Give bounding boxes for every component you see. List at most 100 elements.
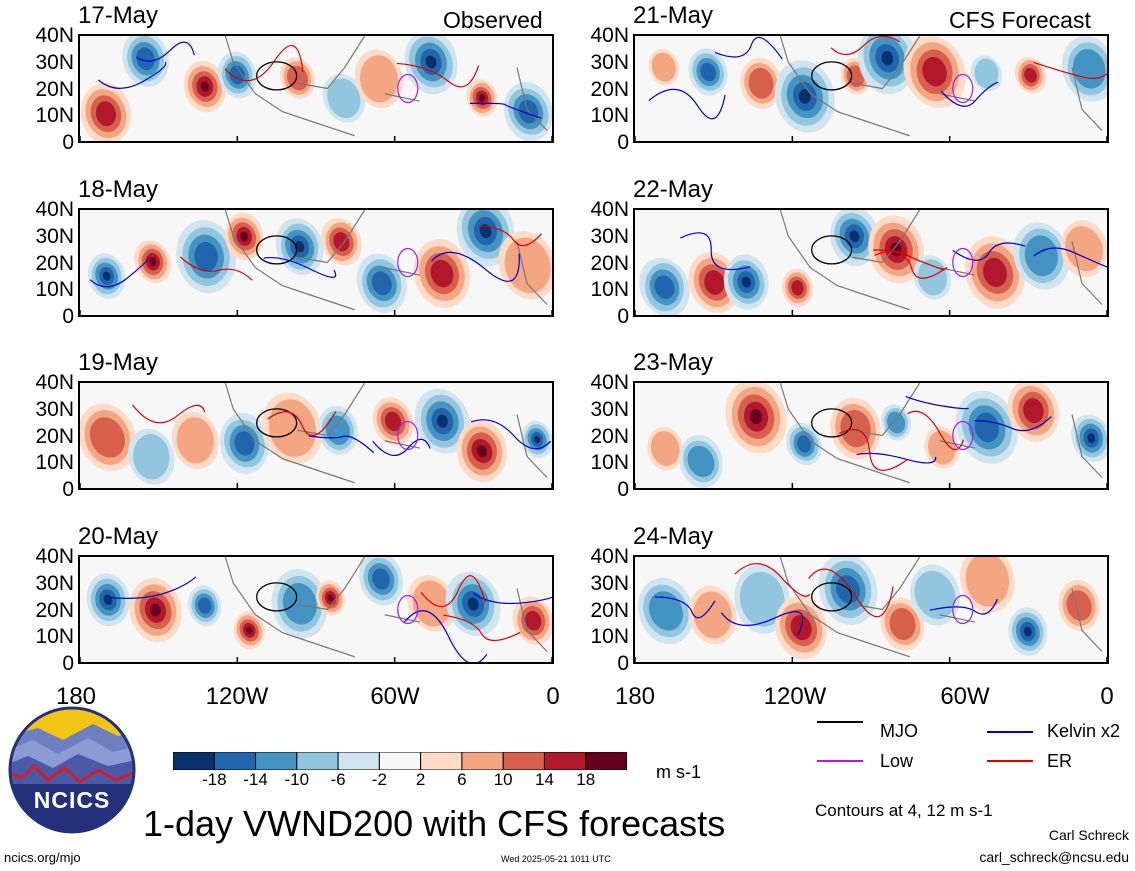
forecast-column-title: CFS Forecast xyxy=(949,7,1091,33)
y-tick-23-may-2: 20N xyxy=(590,424,629,448)
y-tick-24-may-3: 10N xyxy=(590,625,629,649)
y-tick-23-may-1: 30N xyxy=(590,397,629,421)
y-tick-22-may-1: 30N xyxy=(590,224,629,248)
map-panel-18-may xyxy=(78,208,554,317)
legend-line-mjo xyxy=(817,721,863,723)
y-tick-20-may-1: 30N xyxy=(35,571,74,595)
colorbar-swatch xyxy=(420,751,463,771)
y-tick-24-may-0: 40N xyxy=(590,545,629,568)
x-tick-left-60w: 60W xyxy=(370,683,420,710)
wind-field-21-may xyxy=(635,36,1107,141)
colorbar xyxy=(172,751,628,775)
colorbar-swatch xyxy=(213,751,257,771)
colorbar-swatch xyxy=(585,751,628,771)
colorbar-level-label: 14 xyxy=(534,770,554,789)
ncics-logo: NCICS xyxy=(8,706,136,834)
y-tick-24-may-1: 30N xyxy=(590,571,629,595)
wind-field-23-may xyxy=(635,383,1107,488)
x-tick-left-180: 180 xyxy=(55,683,97,710)
map-panel-17-may xyxy=(78,34,554,143)
map-panel-24-may xyxy=(633,555,1109,664)
legend-line-er xyxy=(987,760,1033,762)
x-tick-left-120w: 120W xyxy=(205,683,269,710)
panel-date-17-may: 17-May xyxy=(78,2,159,29)
panel-date-19-may: 19-May xyxy=(78,349,159,376)
legend-label-mjo: MJO xyxy=(880,721,918,741)
x-tick-left-0: 0 xyxy=(546,683,560,710)
colorbar-swatch xyxy=(296,751,339,771)
x-tick-right-180: 180 xyxy=(614,683,656,710)
legend-line-low xyxy=(817,760,863,762)
ncics-logo-icon xyxy=(8,706,136,834)
colorbar-level-label: 10 xyxy=(493,770,513,789)
y-tick-23-may-0: 40N xyxy=(590,371,629,394)
y-tick-21-may-0: 40N xyxy=(590,24,629,47)
y-tick-24-may-4: 0 xyxy=(617,652,629,675)
panel-date-20-may: 20-May xyxy=(78,523,159,550)
colorbar-level-label: -2 xyxy=(371,770,387,789)
panel-date-24-may: 24-May xyxy=(633,523,714,550)
y-tick-20-may-2: 20N xyxy=(35,598,74,622)
y-tick-19-may-3: 10N xyxy=(35,451,74,475)
wind-field-19-may xyxy=(80,383,552,488)
y-tick-19-may-4: 0 xyxy=(62,478,74,501)
legend-label-kelvin: Kelvin x2 xyxy=(1047,721,1121,741)
y-tick-22-may-2: 20N xyxy=(590,251,629,275)
y-tick-21-may-3: 10N xyxy=(590,104,629,128)
colorbar-level-label: 2 xyxy=(415,770,426,789)
legend-line-kelvin xyxy=(987,731,1033,733)
colorbar-swatch xyxy=(172,751,215,771)
x-tick-right-60w: 60W xyxy=(940,683,990,710)
map-panel-21-may xyxy=(633,34,1109,143)
colorbar-level-label: 6 xyxy=(457,770,467,789)
y-tick-17-may-1: 30N xyxy=(35,50,74,74)
observed-column-title: Observed xyxy=(443,7,543,33)
y-tick-21-may-2: 20N xyxy=(590,77,629,101)
contour-note: Contours at 4, 12 m s-1 xyxy=(815,801,993,820)
panel-date-21-may: 21-May xyxy=(633,2,714,29)
y-tick-17-may-0: 40N xyxy=(35,24,74,47)
y-tick-18-may-1: 30N xyxy=(35,224,74,248)
y-tick-20-may-3: 10N xyxy=(35,625,74,649)
panel-date-22-may: 22-May xyxy=(633,176,714,203)
wind-field-18-may xyxy=(80,210,552,315)
y-tick-18-may-0: 40N xyxy=(35,198,74,221)
y-tick-17-may-3: 10N xyxy=(35,104,74,128)
y-tick-22-may-0: 40N xyxy=(590,198,629,221)
ncics-logo-text: NCICS xyxy=(33,787,111,813)
y-tick-23-may-4: 0 xyxy=(617,478,629,501)
y-tick-19-may-0: 40N xyxy=(35,371,74,394)
colorbar-swatch xyxy=(502,751,545,771)
colorbar-level-label: -14 xyxy=(243,770,268,789)
colorbar-swatch xyxy=(337,751,380,771)
footer-timestamp: Wed 2025-05-21 1011 UTC xyxy=(501,854,611,864)
panel-date-18-may: 18-May xyxy=(78,176,159,203)
colorbar-swatch xyxy=(255,751,298,771)
colorbar-level-label: -10 xyxy=(284,770,310,789)
colorbar-swatch xyxy=(461,751,504,771)
y-tick-22-may-4: 0 xyxy=(617,305,629,328)
footer-email: carl_schreck@ncsu.edu xyxy=(979,849,1129,865)
wind-field-24-may xyxy=(635,557,1107,662)
footer-url: ncics.org/mjo xyxy=(4,850,81,865)
y-tick-19-may-2: 20N xyxy=(35,424,74,448)
colorbar-swatch xyxy=(543,751,587,771)
y-tick-21-may-1: 30N xyxy=(590,50,629,74)
colorbar-level-label: -6 xyxy=(330,770,346,789)
y-tick-17-may-2: 20N xyxy=(35,77,74,101)
y-tick-24-may-2: 20N xyxy=(590,598,629,622)
wind-field-20-may xyxy=(80,557,552,662)
y-tick-18-may-2: 20N xyxy=(35,251,74,275)
map-panel-22-may xyxy=(633,208,1109,317)
map-panel-19-may xyxy=(78,381,554,490)
legend-label-er: ER xyxy=(1047,751,1073,771)
x-tick-right-0: 0 xyxy=(1100,683,1114,710)
footer-author: Carl Schreck xyxy=(1048,827,1129,843)
y-tick-19-may-1: 30N xyxy=(35,397,74,421)
y-tick-21-may-4: 0 xyxy=(617,131,629,154)
y-tick-18-may-3: 10N xyxy=(35,278,74,302)
wind-field-22-may xyxy=(635,210,1107,315)
panel-date-23-may: 23-May xyxy=(633,349,714,376)
y-tick-18-may-4: 0 xyxy=(62,305,74,328)
colorbar-level-label: -18 xyxy=(201,770,227,789)
